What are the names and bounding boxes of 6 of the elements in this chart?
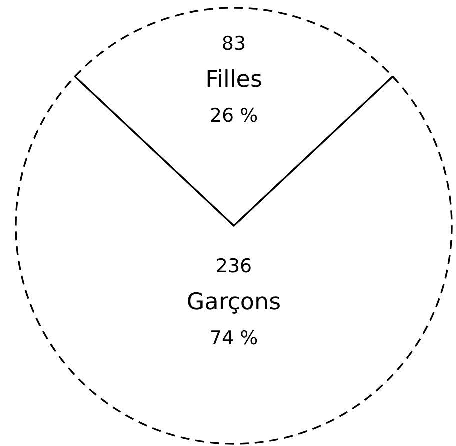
text: 236 — [216, 255, 252, 278]
data-label: 26 % — [210, 104, 258, 127]
slice-label: Filles — [206, 66, 262, 93]
text: 83 — [222, 32, 246, 55]
slice-label: Garçons — [186, 289, 282, 316]
data-label: 74 % — [210, 327, 258, 350]
